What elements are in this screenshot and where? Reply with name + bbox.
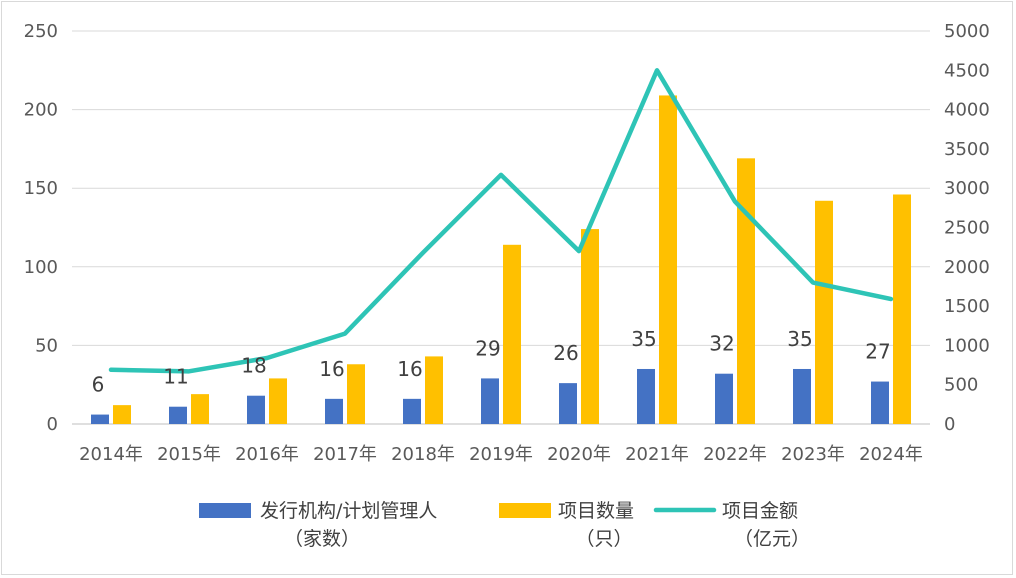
bar-institutions	[715, 373, 733, 424]
bar-institutions	[91, 414, 109, 424]
legend: 发行机构/计划管理人 （家数） 项目数量 （只） 项目金额 （亿元）	[199, 500, 810, 550]
bar-projects	[659, 95, 677, 425]
bar-projects	[425, 356, 443, 424]
data-label: 29	[475, 336, 500, 360]
data-label: 26	[553, 341, 578, 365]
right-tick-label: 3500	[944, 139, 990, 160]
data-label: 11	[163, 365, 188, 389]
legend-label: 发行机构/计划管理人	[260, 500, 437, 522]
data-labels: 6 11 18 16 16 29 26 35 32 35 27	[92, 327, 891, 397]
bar-projects	[191, 394, 209, 424]
x-tick-label: 2022年	[703, 444, 767, 465]
x-tick-label: 2020年	[547, 444, 611, 465]
bar-institutions	[793, 368, 811, 424]
bar-institutions	[637, 368, 655, 424]
right-tick-label: 3000	[944, 178, 990, 199]
bars	[91, 95, 911, 425]
data-label: 32	[709, 332, 734, 356]
legend-unit: （家数）	[284, 528, 360, 550]
right-tick-label: 4500	[944, 60, 990, 81]
legend-unit: （亿元）	[734, 528, 810, 550]
bar-projects	[503, 244, 521, 424]
gridlines	[72, 30, 930, 425]
data-label: 16	[319, 357, 344, 381]
x-tick-label: 2017年	[313, 444, 377, 465]
data-label: 16	[397, 357, 422, 381]
left-tick-label: 250	[24, 21, 58, 42]
left-axis-ticks: 0 50 100 150 200 250	[24, 21, 58, 435]
right-tick-label: 5000	[944, 21, 990, 42]
right-tick-label: 2000	[944, 257, 990, 278]
legend-label: 项目数量	[558, 500, 634, 522]
data-label: 35	[631, 327, 656, 351]
right-tick-label: 500	[944, 375, 978, 396]
legend-swatch-institutions	[199, 503, 251, 518]
x-tick-label: 2019年	[469, 444, 533, 465]
bar-projects	[347, 364, 365, 424]
amount-line-path	[108, 68, 894, 374]
bar-projects	[113, 405, 131, 424]
bar-institutions	[325, 398, 343, 424]
amount-line	[108, 68, 894, 374]
bar-projects	[737, 158, 755, 424]
x-tick-label: 2014年	[79, 444, 143, 465]
left-tick-label: 0	[47, 414, 58, 435]
bar-institutions	[871, 381, 889, 424]
right-axis-ticks: 0 500 1000 1500 2000 2500 3000 3500 4000 4500 5000	[944, 21, 990, 435]
data-label: 27	[865, 340, 890, 364]
x-tick-label: 2021年	[625, 444, 689, 465]
right-tick-label: 0	[944, 414, 955, 435]
right-tick-label: 1500	[944, 296, 990, 317]
bar-institutions	[559, 383, 577, 424]
bar-institutions	[247, 395, 265, 424]
left-tick-label: 100	[24, 257, 58, 278]
bar-projects	[815, 200, 833, 424]
bar-institutions	[169, 406, 187, 424]
bar-projects	[581, 229, 599, 424]
data-label: 18	[241, 354, 266, 378]
x-tick-label: 2015年	[157, 444, 221, 465]
right-tick-label: 4000	[944, 100, 990, 121]
x-tick-label: 2024年	[859, 444, 923, 465]
x-tick-label: 2016年	[235, 444, 299, 465]
legend-label: 项目金额	[722, 500, 798, 522]
right-tick-label: 1000	[944, 335, 990, 356]
x-tick-label: 2023年	[781, 444, 845, 465]
x-axis-ticks: 2014年 2015年 2016年 2017年 2018年 2019年 2020年 2021年…	[79, 444, 923, 465]
right-tick-label: 2500	[944, 218, 990, 239]
bar-institutions	[403, 398, 421, 424]
x-tick-label: 2018年	[391, 444, 455, 465]
bar-projects	[269, 378, 287, 424]
left-tick-label: 50	[35, 335, 58, 356]
data-label: 6	[92, 373, 105, 397]
left-tick-label: 200	[24, 100, 58, 121]
legend-swatch-projects	[499, 503, 551, 518]
bar-institutions	[481, 378, 499, 424]
left-tick-label: 150	[24, 178, 58, 199]
data-label: 35	[787, 327, 812, 351]
bar-projects	[893, 194, 911, 424]
legend-unit: （只）	[575, 528, 632, 550]
